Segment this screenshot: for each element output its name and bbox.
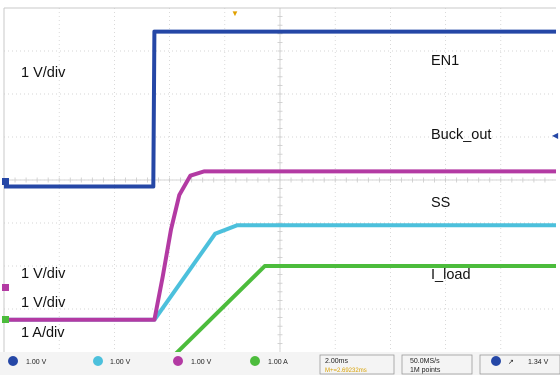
series-label-ss: SS	[431, 195, 450, 211]
trigger-slope-icon: ↗	[508, 359, 514, 366]
sample-rate: 50.0MS/s	[410, 358, 440, 365]
scale-label-1: 1 V/div	[21, 65, 66, 81]
trigger-level-marker-icon: ◀	[552, 131, 559, 140]
graticule	[3, 7, 556, 352]
ch2-scale: 1.00 V	[110, 359, 131, 366]
ch3-ground-marker-icon	[2, 284, 9, 291]
ch1-badge-icon	[8, 356, 18, 366]
scale-label-3: 1 V/div	[21, 295, 66, 311]
ch2-badge-icon	[93, 356, 103, 366]
scale-label-4: 1 A/div	[21, 325, 65, 341]
ch4-badge-icon	[250, 356, 260, 366]
trigger-delay: M+=2.69232ms	[325, 368, 367, 374]
ch3-scale: 1.00 V	[191, 359, 212, 366]
record-length: 1M points	[410, 367, 441, 374]
ch4-ground-marker-icon	[2, 316, 9, 323]
series-label-buck-out: Buck_out	[431, 127, 491, 143]
time-scale: 2.00ms	[325, 358, 348, 365]
trace-buck-out	[4, 169, 556, 322]
series-label-en1: EN1	[431, 53, 459, 69]
scale-label-2: 1 V/div	[21, 266, 66, 282]
trigger-level: 1.34 V	[528, 359, 549, 366]
trigger-source-badge-icon	[491, 356, 501, 366]
ch4-scale: 1.00 A	[268, 359, 288, 366]
series-label-i-load: I_load	[431, 267, 471, 283]
ch1-ground-marker-icon	[2, 178, 9, 185]
ch3-badge-icon	[173, 356, 183, 366]
trigger-position-marker-icon: ▼	[231, 9, 239, 18]
trace-en1	[4, 29, 556, 189]
status-bar: 1.00 V 1.00 V 1.00 V 1.00 A 2.00ms M+=2.…	[0, 352, 560, 375]
ch1-scale: 1.00 V	[26, 359, 47, 366]
